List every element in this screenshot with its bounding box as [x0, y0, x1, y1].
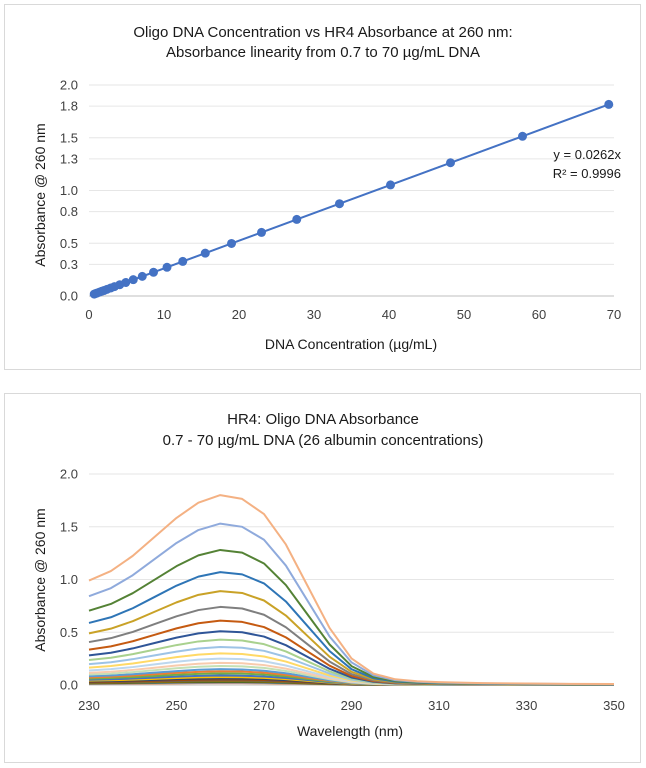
data-point: [200, 248, 210, 258]
chart2-y-axis-label: Absorbance @ 260 nm: [32, 508, 48, 651]
spectrum-line: [88, 571, 615, 686]
chart2-x-ticks: 230 250 270 290 310 330 350: [78, 698, 625, 713]
chart1-x-tick-label: 20: [232, 307, 246, 322]
chart2-x-tick-label: 310: [428, 698, 450, 713]
data-point: [128, 275, 138, 285]
chart2-x-tick-label: 350: [603, 698, 625, 713]
chart2-y-tick-label: 1.5: [60, 519, 78, 534]
chart1-y-ticks: 0.0 0.3 0.5 0.8 1.0 1.3 1.5 1.8 2.0: [60, 78, 78, 304]
chart1-x-tick-label: 10: [157, 307, 171, 322]
chart2-spectra-lines: [88, 494, 615, 686]
chart2-y-tick-label: 1.0: [60, 572, 78, 587]
chart1-y-tick-label: 0.0: [60, 289, 78, 304]
chart-panel-linearity: Oligo DNA Concentration vs HR4 Absorbanc…: [4, 4, 641, 370]
spectrum-line: [88, 494, 615, 686]
spectrum-line: [88, 548, 615, 686]
r-squared-label: R² = 0.9996: [553, 166, 621, 181]
spectrum-line: [88, 590, 615, 686]
chart2-x-axis-label: Wavelength (nm): [297, 723, 403, 739]
chart2-x-tick-label: 230: [78, 698, 100, 713]
chart-panel-spectra: HR4: Oligo DNA Absorbance 0.7 - 70 µg/mL…: [4, 393, 641, 763]
data-point: [162, 262, 172, 272]
data-point: [178, 256, 188, 266]
chart1-y-tick-label: 1.5: [60, 130, 78, 145]
data-point: [446, 158, 455, 168]
chart1-y-tick-label: 0.3: [60, 257, 78, 272]
data-point: [335, 199, 344, 209]
chart1-y-tick-label: 0.5: [60, 236, 78, 251]
chart1-x-tick-label: 60: [532, 307, 546, 322]
chart1-title: Oligo DNA Concentration vs HR4 Absorbanc…: [133, 24, 512, 41]
data-point: [227, 238, 236, 248]
chart2-y-ticks: 0.0 0.5 1.0 1.5 2.0: [60, 467, 78, 693]
chart1-y-axis-label: Absorbance @ 260 nm: [32, 123, 48, 266]
chart2-y-tick-label: 0.5: [60, 625, 78, 640]
chart1-y-tick-label: 1.8: [60, 99, 78, 114]
data-point: [121, 277, 131, 287]
chart1-x-tick-label: 30: [307, 307, 321, 322]
data-point: [137, 271, 147, 281]
chart2-x-tick-label: 250: [166, 698, 188, 713]
spectra-chart-svg: HR4: Oligo DNA Absorbance 0.7 - 70 µg/mL…: [32, 411, 625, 739]
chart1-points: [89, 99, 614, 299]
data-point: [257, 227, 266, 237]
data-point: [604, 99, 614, 109]
chart1-y-tick-label: 1.3: [60, 151, 78, 166]
data-point: [386, 180, 395, 190]
chart1-x-axis-label: DNA Concentration (µg/mL): [265, 336, 437, 352]
chart2-x-tick-label: 290: [341, 698, 363, 713]
data-point: [292, 214, 302, 224]
data-point: [518, 131, 527, 141]
chart1-x-tick-label: 40: [382, 307, 396, 322]
chart1-x-tick-label: 50: [457, 307, 471, 322]
spectrum-line: [88, 522, 615, 686]
chart2-y-tick-label: 0.0: [60, 678, 78, 693]
linearity-chart-svg: Oligo DNA Concentration vs HR4 Absorbanc…: [32, 24, 621, 352]
chart1-y-tick-label: 2.0: [60, 78, 78, 93]
chart2-x-tick-label: 270: [253, 698, 275, 713]
chart1-x-tick-label: 70: [607, 307, 621, 322]
chart1-x-tick-label: 0: [85, 307, 92, 322]
chart2-x-tick-label: 330: [516, 698, 538, 713]
chart2-y-tick-label: 2.0: [60, 467, 78, 482]
chart1-x-ticks: 0 10 20 30 40 50 60 70: [85, 307, 621, 322]
chart2-subtitle: 0.7 - 70 µg/mL DNA (26 albumin concentra…: [163, 432, 484, 449]
data-point: [149, 267, 158, 277]
chart1-subtitle: Absorbance linearity from 0.7 to 70 µg/m…: [166, 44, 480, 61]
equation-label: y = 0.0262x: [553, 147, 621, 162]
chart2-title: HR4: Oligo DNA Absorbance: [227, 411, 419, 428]
chart1-y-tick-label: 0.8: [60, 204, 78, 219]
chart1-y-tick-label: 1.0: [60, 183, 78, 198]
series-line: [93, 103, 610, 296]
